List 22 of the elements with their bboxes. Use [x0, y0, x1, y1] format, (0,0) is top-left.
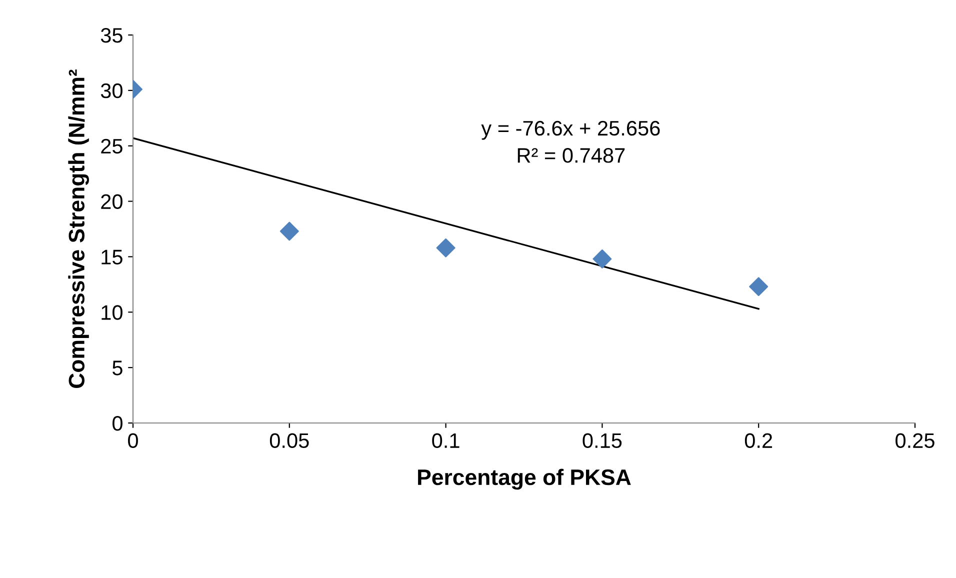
annotation: y = -76.6x + 25.656 — [481, 120, 660, 140]
y-tick-label: 0 — [112, 416, 122, 431]
x-tick-label: 0.25 — [896, 433, 934, 448]
x-tick-label: 0.05 — [270, 433, 309, 448]
y-axis-title: Compressive Strength (N/mm² — [68, 70, 89, 388]
annotation: R² = 0.7487 — [518, 148, 625, 163]
point — [592, 249, 612, 268]
y-tick-label: 5 — [112, 360, 122, 376]
point — [280, 222, 299, 241]
x-tick-label: 0 — [128, 433, 138, 448]
y-tick-label: 35 — [100, 28, 122, 43]
x-tick-label: 0.1 — [432, 433, 460, 448]
y-tick-label: 10 — [102, 305, 122, 320]
y-tick-label: 25 — [101, 138, 122, 154]
point — [436, 238, 456, 258]
point — [749, 277, 768, 296]
y-tick-label: 20 — [101, 194, 122, 210]
y-tick-label: 15 — [102, 250, 122, 264]
y-tick-label: 30 — [100, 83, 122, 98]
x-tick-label: 0.15 — [582, 433, 622, 448]
x-tick-label: 0.2 — [744, 433, 772, 448]
x-axis-title: Percentage of PKSA — [418, 468, 631, 490]
